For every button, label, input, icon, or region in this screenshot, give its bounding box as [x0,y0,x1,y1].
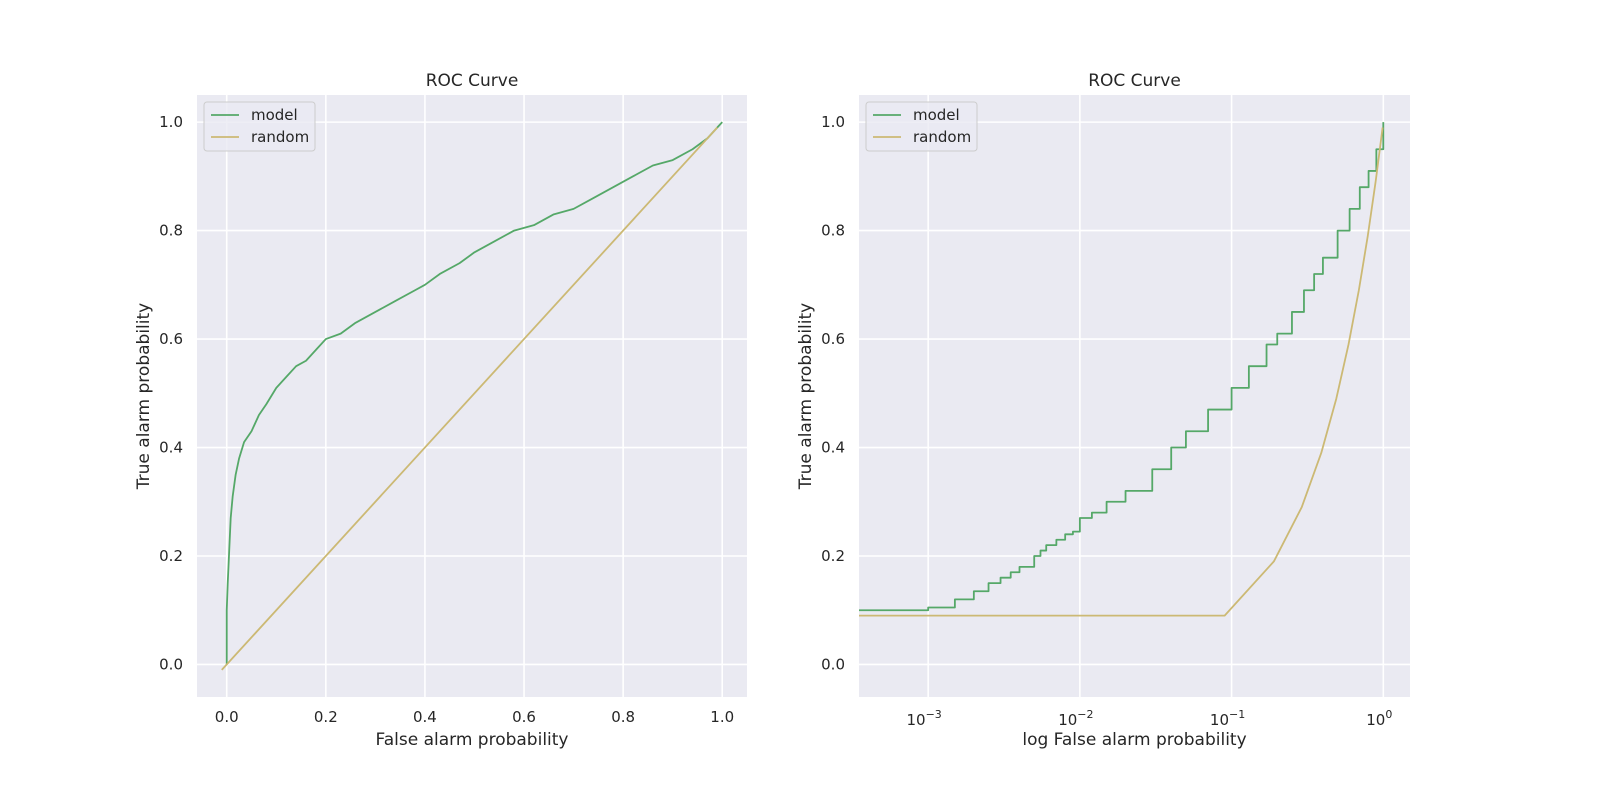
x-tick-label: 10−2 [1058,708,1093,729]
x-tick-label: 0.4 [413,708,437,726]
x-tick-label: 0.6 [512,708,536,726]
series-line-random [221,126,718,671]
y-tick-label: 0.4 [821,439,845,457]
y-tick-label: 0.8 [821,222,845,240]
chart-1: 0.0 0.2 0.4 0.6 0.8 1.0 0.0 0.2 0.4 0.6 0.8 1.0 ROC … [134,71,747,750]
y-axis-label: True alarm probability [796,303,816,490]
y-tick-label: 0.2 [821,547,845,565]
x-tick-label: 0.2 [314,708,338,726]
y-axis-label: True alarm probability [134,303,154,490]
x-axis-label: log False alarm probability [1022,730,1246,750]
y-tick-label: 0.6 [159,330,183,348]
legend-label-random: random [251,128,309,146]
x-tick-label: 0.0 [215,708,239,726]
y-tick-label: 0.2 [159,547,183,565]
x-tick-label: 10−1 [1210,708,1245,729]
legend-label-model: model [913,106,960,124]
x-tick-label: 0.8 [611,708,635,726]
x-axis-label: False alarm probability [376,730,569,750]
legend: model random [203,101,316,152]
y-tick-label: 0.4 [159,439,183,457]
chart-title: ROC Curve [426,71,519,91]
y-tick-label: 0.6 [821,330,845,348]
chart-title: ROC Curve [1088,71,1181,91]
series-line-model [859,122,1385,612]
y-tick-label: 1.0 [159,113,183,131]
legend-label-model: model [251,106,298,124]
y-tick-label: 0.0 [159,655,183,673]
chart-2: 10−3 10−2 10−1 100 0.0 0.2 0.4 0.6 0.8 1.0 ROC Cur… [796,71,1410,750]
y-tick-label: 0.8 [159,222,183,240]
legend-label-random: random [913,128,971,146]
x-tick-label: 1.0 [710,708,734,726]
series-line-random [859,127,1384,617]
plot-area [859,95,1410,697]
x-tick-label: 10−3 [907,708,942,729]
y-tick-label: 1.0 [821,113,845,131]
x-tick-label: 100 [1366,708,1392,729]
legend: model random [865,101,978,152]
y-tick-label: 0.0 [821,655,845,673]
series-line-model [225,121,723,665]
